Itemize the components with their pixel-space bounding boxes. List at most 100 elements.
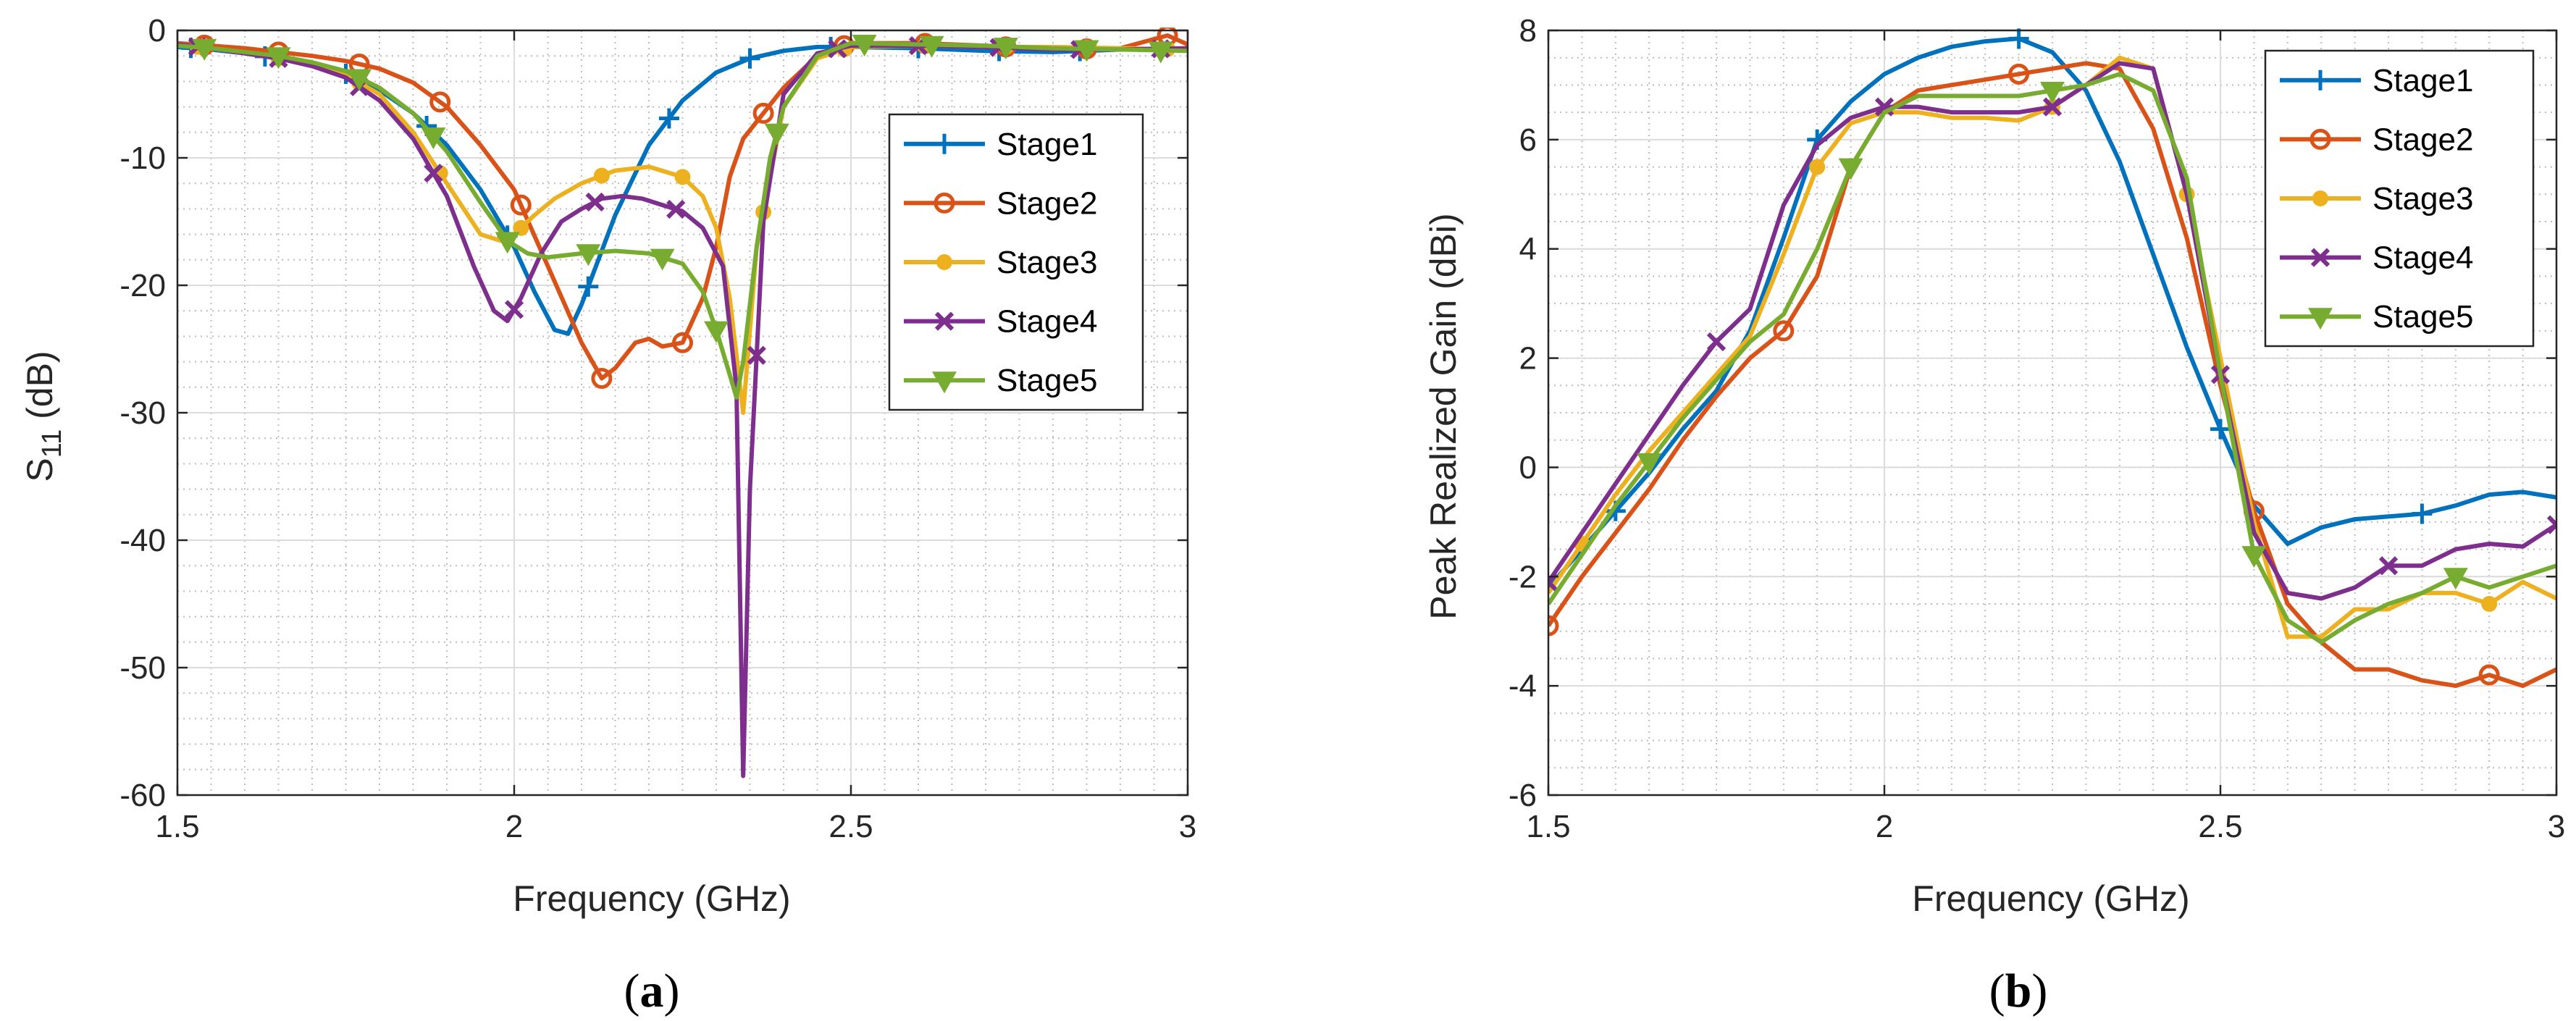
series-line-stage1 [1548, 36, 2556, 589]
series-marker-stage4 [424, 163, 443, 183]
series-marker-stage2 [752, 102, 774, 124]
panel-a: 1.5 2 2.5 3-60-50-40-30-20-100Stage1Stage2S… [119, 13, 1196, 844]
legend-label-stage5: Stage5 [997, 363, 1097, 398]
legend-label-stage1: Stage1 [2372, 63, 2473, 98]
series-marker-stage5 [2040, 81, 2065, 104]
series-marker-stage5 [347, 69, 372, 91]
y-tick-label: 0 [1519, 450, 1537, 485]
series-marker-stage3 [513, 219, 529, 236]
series-marker-stage1 [578, 276, 599, 297]
x-tick-label: 2 [1876, 809, 1893, 844]
legend: Stage1 Stage2 Stage3 Stage4 Stage5 [888, 113, 1144, 411]
series-layer [1548, 28, 2556, 689]
legend-label-stage3: Stage3 [2372, 181, 2473, 217]
series-marker-stage5 [650, 248, 675, 271]
series-marker-stage2 [591, 367, 613, 389]
series-marker-stage4 [2378, 556, 2399, 576]
legend-label-stage3: Stage3 [997, 245, 1097, 280]
series-marker-stage3 [1809, 159, 1826, 175]
legend-marker-stage1 [2310, 70, 2330, 91]
legend-label-stage2: Stage2 [2372, 122, 2473, 157]
y-tick-label: 0 [148, 13, 166, 49]
legend-marker-stage4 [934, 311, 955, 331]
y-tick-label: 2 [1519, 341, 1537, 377]
series-marker-stage4 [2546, 515, 2556, 534]
series-marker-stage3 [2481, 596, 2498, 612]
ylabel-b: Peak Realized Gain (dBi) [1423, 213, 1464, 619]
series-marker-stage5 [852, 34, 877, 56]
x-tick-label: 3 [2548, 809, 2565, 844]
caption-a: (a) [624, 965, 680, 1017]
series-marker-stage5 [993, 38, 1018, 60]
series-marker-stage5 [266, 47, 291, 70]
series-marker-stage4 [2042, 97, 2063, 117]
series-line-stage2 [1548, 61, 2556, 689]
legend-marker-stage4 [2310, 248, 2330, 267]
legend-marker-stage3 [2312, 190, 2328, 206]
series-marker-stage2 [1773, 320, 1795, 342]
panel-b: 1.5 2 2.5 3-6-4-202468Stage1Stage2Stage3Sta… [1509, 13, 2565, 844]
series-marker-stage4 [666, 199, 686, 219]
series-marker-stage4 [1706, 332, 1727, 352]
y-tick-label: 8 [1519, 13, 1537, 49]
legend-marker-stage5 [932, 371, 957, 394]
legend-label-stage2: Stage2 [997, 185, 1097, 221]
legend-marker-stage5 [2308, 308, 2333, 330]
legend: Stage1 Stage2 Stage3 Stage4 Stage5 [2264, 49, 2535, 348]
y-tick-label: -60 [119, 778, 166, 813]
x-tick-label: 2 [505, 809, 523, 844]
y-tick-label: -50 [119, 650, 166, 686]
series-marker-stage5 [919, 35, 944, 58]
legend-label-stage5: Stage5 [2372, 299, 2473, 335]
y-tick-label: -6 [1509, 778, 1537, 813]
series-marker-stage5 [192, 38, 217, 61]
series-marker-stage5 [2241, 546, 2267, 568]
ylabel-a: S11 (dB) [20, 350, 67, 482]
series-marker-stage2 [429, 91, 451, 113]
series-marker-stage5 [1148, 41, 1173, 64]
x-tick-label: 1.5 [155, 809, 199, 844]
series-marker-stage5 [576, 244, 601, 266]
xlabel-a: Frequency (GHz) [513, 878, 790, 919]
series-marker-stage5 [1074, 40, 1099, 62]
series-marker-stage1 [2210, 419, 2231, 440]
legend-marker-stage2 [2309, 128, 2331, 150]
x-tick-label: 1.5 [1526, 809, 1570, 844]
caption-b: (b) [1989, 965, 2048, 1017]
y-tick-label: -20 [119, 268, 166, 303]
series-marker-stage5 [2443, 568, 2468, 590]
series-marker-stage4 [1874, 97, 1895, 117]
y-tick-label: -40 [119, 523, 166, 558]
x-tick-label: 2.5 [828, 809, 873, 844]
legend-label-stage4: Stage4 [2372, 240, 2473, 276]
series-marker-stage4 [585, 192, 605, 212]
series-marker-stage2 [2008, 63, 2030, 85]
series-marker-stage3 [674, 169, 691, 185]
y-tick-label: -30 [119, 395, 166, 431]
xlabel-b: Frequency (GHz) [1912, 878, 2189, 919]
series-marker-stage4 [747, 345, 766, 365]
legend-marker-stage3 [936, 254, 952, 270]
series-marker-stage2 [1548, 615, 1559, 636]
series-marker-stage1 [739, 48, 760, 69]
series-marker-stage2 [510, 194, 532, 216]
series-marker-stage1 [2412, 503, 2433, 524]
y-tick-label: 4 [1519, 232, 1537, 267]
legend-label-stage4: Stage4 [997, 304, 1097, 340]
axes-box [1547, 29, 2558, 797]
legend-label-stage1: Stage1 [997, 127, 1097, 162]
y-tick-label: -2 [1509, 559, 1537, 594]
x-tick-label: 3 [1179, 809, 1196, 844]
series-marker-stage3 [593, 167, 610, 184]
series-marker-stage2 [672, 332, 693, 353]
x-tick-label: 2.5 [2198, 809, 2242, 844]
series-marker-stage5 [421, 127, 446, 150]
series-marker-stage5 [495, 232, 520, 254]
series-marker-stage1 [2008, 28, 2029, 49]
y-tick-label: -4 [1509, 668, 1537, 704]
series-marker-stage5 [704, 321, 729, 343]
y-tick-label: -10 [119, 140, 166, 176]
series-layer [177, 28, 1188, 778]
y-tick-label: 6 [1519, 122, 1537, 158]
